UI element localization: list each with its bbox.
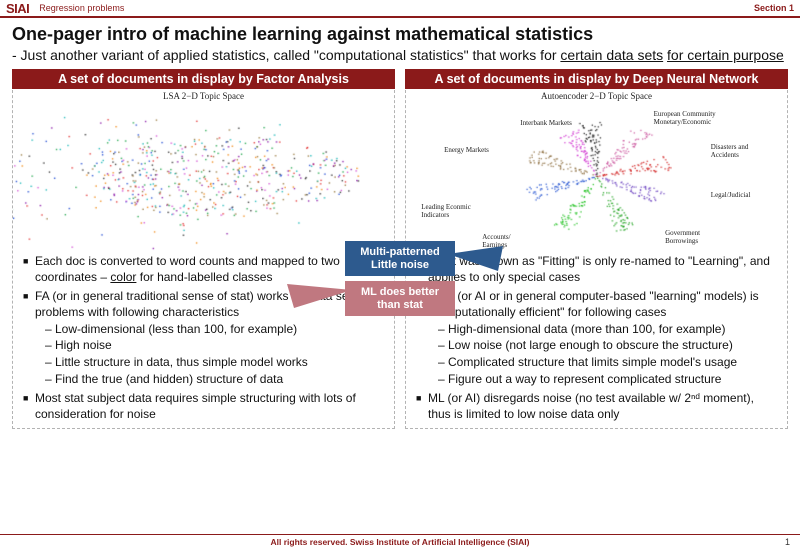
cluster-label: Energy Markets <box>444 146 489 154</box>
footer: All rights reserved. Swiss Institute of … <box>0 534 800 549</box>
right-panel-header: A set of documents in display by Deep Ne… <box>405 69 788 89</box>
logo: SIAI <box>6 1 29 16</box>
left-panel: A set of documents in display by Factor … <box>12 70 395 429</box>
sub-list-item: High noise <box>45 338 386 354</box>
page-title: One-pager intro of machine learning agai… <box>12 24 788 45</box>
subtitle-underline-2: for certain purpose <box>667 47 784 63</box>
sub-list-item: Find the true (and hidden) structure of … <box>45 372 386 388</box>
title-block: One-pager intro of machine learning agai… <box>0 18 800 66</box>
cluster-label: Legal/Judicial <box>711 191 751 199</box>
footer-text: All rights reserved. Swiss Institute of … <box>271 537 530 547</box>
right-plot-title: Autoencoder 2−D Topic Space <box>406 91 787 101</box>
top-bar: SIAI Regression problems Section 1 <box>0 0 800 18</box>
callout-blue: Multi-patternedLittle noise <box>345 241 455 276</box>
left-scatter-plot <box>13 101 394 251</box>
list-item: ML (or AI) disregards noise (no test ava… <box>416 391 779 423</box>
left-scatter-canvas <box>13 101 394 251</box>
callout-red: ML does betterthan stat <box>345 281 455 316</box>
list-item: DNN (or AI or in general computer-based … <box>416 289 779 388</box>
sub-list-item: Little structure in data, thus simple mo… <box>45 355 386 371</box>
right-scatter-canvas <box>406 101 787 251</box>
cluster-label: Interbank Markets <box>520 119 572 127</box>
list-item: Each doc is converted to word counts and… <box>23 254 386 286</box>
sub-list-item: Figure out a way to represent complicate… <box>438 372 779 388</box>
left-plot-title: LSA 2−D Topic Space <box>13 91 394 101</box>
subtitle: - Just another variant of applied statis… <box>12 47 788 65</box>
sub-list-item: High-dimensional data (more than 100, fo… <box>438 322 779 338</box>
sub-list-item: Low-dimensional (less than 100, for exam… <box>45 322 386 338</box>
cluster-label: European CommunityMonetary/Economic <box>654 110 716 126</box>
list-item: Most stat subject data requires simple s… <box>23 391 386 423</box>
subtitle-underline-1: certain data sets <box>560 47 663 63</box>
sub-list-item: Low noise (not large enough to obscure t… <box>438 338 779 354</box>
cluster-label: Leading EconmicIndicators <box>421 203 471 219</box>
subtitle-text: - Just another variant of applied statis… <box>12 47 560 63</box>
section-label: Section 1 <box>754 3 794 13</box>
breadcrumb: Regression problems <box>39 3 124 13</box>
arrow-blue-icon <box>448 246 508 276</box>
right-bullet-list: What was known as "Fitting" is only re-n… <box>406 254 787 422</box>
arrow-red-icon <box>282 284 352 312</box>
page-number: 1 <box>785 537 790 547</box>
sub-list-item: Complicated structure that limits simple… <box>438 355 779 371</box>
left-panel-header: A set of documents in display by Factor … <box>12 69 395 89</box>
columns: Multi-patternedLittle noise ML does bett… <box>0 66 800 429</box>
right-scatter-plot: Interbank Markets European CommunityMonet… <box>406 101 787 251</box>
left-bullet-list: Each doc is converted to word counts and… <box>13 254 394 422</box>
cluster-label: GovernmentBorrowings <box>665 229 700 245</box>
cluster-label: Disasters andAccidents <box>711 143 749 159</box>
